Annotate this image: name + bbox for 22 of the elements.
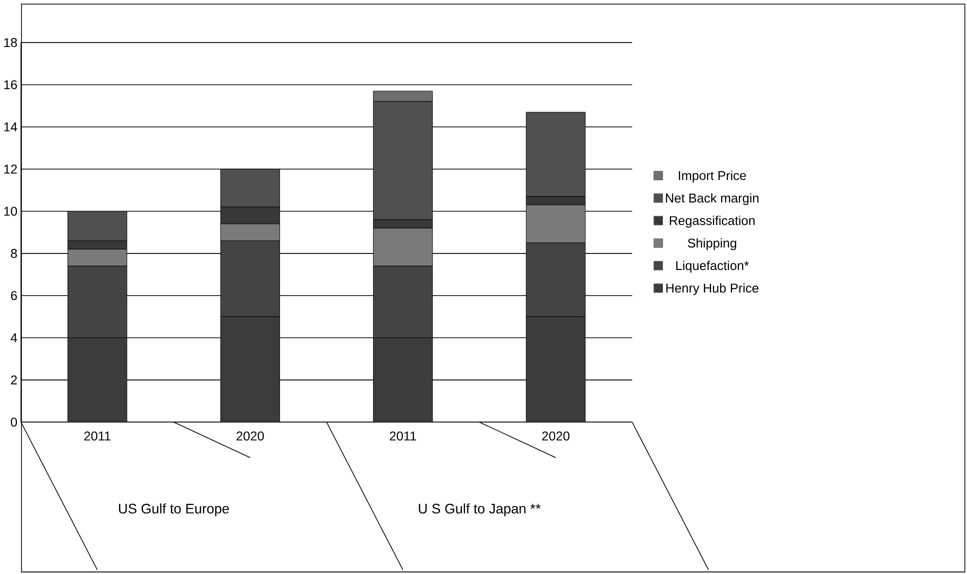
legend-label: Regassification — [670, 216, 755, 228]
y-tick-label: 4 — [10, 333, 18, 342]
y-tick-label: 10 — [4, 206, 17, 216]
legend-label: Net Back margin — [666, 193, 758, 206]
text: U S Gulf to Japan ** — [418, 503, 541, 516]
x-tick-label: 2020 — [542, 431, 570, 440]
y-tick-label: 0 — [10, 418, 17, 427]
y-tick-label: 6 — [11, 291, 17, 300]
legend-label: Liquefaction* — [676, 260, 749, 273]
y-tick-label: 18 — [4, 38, 17, 48]
y-tick-label: 12 — [4, 164, 17, 174]
text: US Gulf to Europe — [119, 503, 229, 516]
x-tick-label: 2020 — [236, 431, 264, 440]
x-tick-label: 2011 — [390, 431, 416, 440]
legend-label: Shipping — [688, 238, 736, 250]
y-tick-label: 8 — [10, 248, 17, 258]
legend-label: Import Price — [678, 170, 746, 183]
x-tick-label: 2011 — [84, 431, 110, 440]
legend-label: Henry Hub Price — [666, 283, 758, 296]
y-tick-label: 2 — [11, 375, 17, 384]
y-tick-label: 14 — [4, 122, 18, 132]
y-tick-label: 16 — [4, 80, 17, 90]
